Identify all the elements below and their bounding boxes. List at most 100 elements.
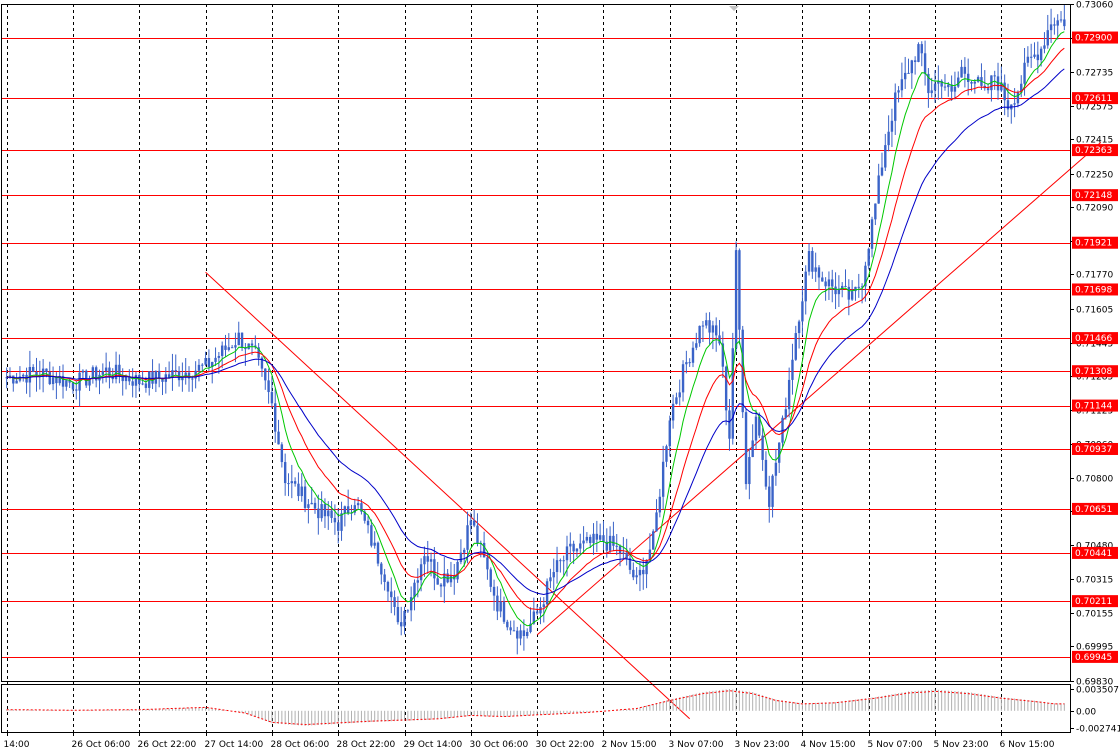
candle-body	[970, 82, 973, 84]
candle-body	[718, 335, 721, 344]
level-label: 0.72611	[1075, 94, 1112, 104]
candle-body	[91, 367, 95, 379]
candle-body	[1053, 24, 1056, 26]
candle-body	[353, 505, 356, 513]
candle-body	[1029, 56, 1033, 58]
candle-body	[963, 66, 967, 74]
candle-body	[5, 377, 8, 379]
candle-body	[144, 383, 148, 388]
candle-body	[240, 332, 244, 348]
candle-body	[1023, 62, 1026, 84]
candle-body	[499, 601, 502, 612]
price-tick-label: 0.69995	[1076, 643, 1113, 653]
price-tick-label: 0.71770	[1076, 271, 1113, 281]
trendline	[205, 271, 691, 720]
candle-body	[870, 219, 874, 249]
candle-body	[191, 378, 194, 380]
candle-body	[373, 542, 376, 546]
candle-body	[469, 520, 473, 526]
candle-body	[124, 376, 128, 382]
candle-body	[346, 506, 350, 514]
price-tick-label: 0.70480	[1076, 542, 1113, 552]
grid	[7, 4, 1002, 732]
candle-body	[426, 556, 429, 562]
candle-body	[754, 416, 758, 441]
candle-body	[330, 510, 333, 518]
candle-body	[900, 79, 904, 91]
candle-body	[665, 446, 668, 462]
candle-body	[592, 533, 595, 544]
candle-body	[940, 80, 943, 87]
candle-body	[953, 86, 957, 92]
candle-body	[496, 595, 499, 612]
candle-body	[184, 372, 187, 378]
price-tick-label: 0.72415	[1076, 136, 1113, 146]
candle-body	[877, 175, 880, 204]
candle-body	[151, 371, 154, 384]
candle-body	[791, 359, 794, 380]
candle-body	[705, 320, 708, 326]
candle-body	[466, 525, 469, 550]
candle-body	[386, 581, 390, 592]
candle-body	[927, 73, 930, 94]
candle-body	[894, 92, 897, 121]
candle-body	[1016, 92, 1020, 104]
candle-body	[529, 623, 532, 632]
candle-body	[15, 380, 18, 384]
level-label: 0.70211	[1075, 597, 1112, 607]
candle-body	[635, 575, 638, 578]
candle-body	[267, 380, 270, 393]
price-tick-label: 0.72250	[1076, 171, 1113, 181]
level-label: 0.72363	[1075, 146, 1112, 156]
candle-body	[628, 558, 632, 570]
candle-body	[715, 325, 718, 336]
candle-body	[174, 370, 177, 372]
candle-body	[847, 286, 851, 300]
candle-body	[1006, 100, 1010, 110]
price-tick-label: 0.71605	[1076, 306, 1113, 316]
candle-body	[277, 431, 280, 445]
candle-body	[463, 549, 466, 553]
level-label: 0.71466	[1075, 334, 1112, 344]
candle-body	[867, 248, 870, 266]
candle-body	[472, 520, 476, 526]
candle-body	[661, 461, 665, 497]
candle-body	[220, 345, 224, 357]
candle-body	[920, 44, 923, 54]
candle-body	[303, 486, 307, 508]
candle-body	[356, 503, 360, 506]
candle-body	[884, 145, 887, 168]
candle-body	[81, 370, 85, 373]
candle-body	[582, 540, 585, 544]
candle-body	[134, 375, 138, 386]
candle-body	[748, 457, 751, 485]
level-label-box	[1072, 650, 1118, 663]
candle-body	[71, 382, 75, 390]
candle-body	[506, 621, 509, 628]
candle-body	[230, 347, 234, 349]
candle-body	[1033, 54, 1036, 57]
candle-body	[552, 572, 555, 578]
candle-body	[280, 444, 284, 463]
time-tick-label: 28 Oct 06:00	[271, 740, 330, 750]
candle-body	[671, 403, 675, 421]
candle-body	[519, 630, 522, 639]
price-tick-label: 0.73060	[1076, 1, 1113, 11]
candle-body	[433, 559, 436, 579]
ma-slow-line	[6, 68, 1065, 596]
candle-body	[645, 559, 648, 575]
time-tick-label: 30 Oct 22:00	[536, 740, 595, 750]
candle-body	[370, 525, 373, 546]
candle-body	[75, 389, 78, 391]
candle-body	[489, 569, 492, 587]
candle-body	[88, 378, 91, 386]
candle-body	[327, 510, 330, 517]
candle-body	[380, 563, 383, 575]
candle-body	[376, 542, 380, 564]
level-label: 0.71308	[1075, 367, 1112, 377]
candle-body	[28, 367, 32, 383]
candle-body	[300, 486, 303, 497]
candle-body	[761, 435, 764, 460]
candle-body	[638, 569, 642, 576]
